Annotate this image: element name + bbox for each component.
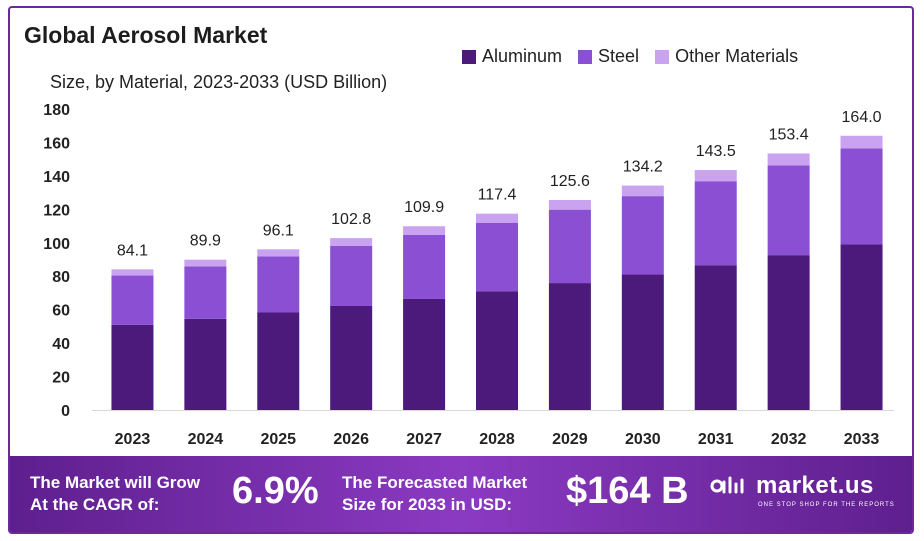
bar-aluminum xyxy=(476,291,518,410)
bar-steel xyxy=(548,209,591,284)
bar-steel xyxy=(621,196,664,275)
bar-total-label: 164.0 xyxy=(842,109,882,126)
bar-steel xyxy=(840,148,883,245)
y-tick-label: 160 xyxy=(43,135,70,152)
forecast-label: The Forecasted Market Size for 2033 in U… xyxy=(342,472,527,516)
bar-other xyxy=(476,213,518,223)
legend-item-other: Other Materials xyxy=(655,46,798,67)
x-tick-label: 2027 xyxy=(406,431,442,448)
bar-aluminum xyxy=(330,305,373,410)
legend-swatch-aluminum xyxy=(462,49,476,64)
x-tick-label: 2026 xyxy=(333,431,369,448)
y-tick-label: 120 xyxy=(43,202,70,219)
legend-swatch-steel xyxy=(578,49,593,64)
y-tick-label: 180 xyxy=(43,102,70,119)
forecast-value: $164 B xyxy=(566,470,689,512)
x-tick-label: 2032 xyxy=(771,431,807,448)
bar-aluminum xyxy=(403,298,446,410)
y-tick-label: 80 xyxy=(52,269,70,286)
bar-total-label: 109.9 xyxy=(404,199,444,216)
chart-title: Global Aerosol Market xyxy=(24,22,268,48)
bar-total-label: 84.1 xyxy=(117,242,148,259)
bar-steel xyxy=(694,181,737,266)
chart-subtitle: Size, by Material, 2023-2033 (USD Billio… xyxy=(50,72,388,92)
bar-aluminum xyxy=(621,274,664,410)
bar-steel xyxy=(476,222,518,292)
bar-steel xyxy=(403,234,446,299)
bar-aluminum xyxy=(840,244,883,410)
x-tick-label: 2025 xyxy=(260,431,296,448)
bar-other xyxy=(403,226,446,235)
chart-legend: Aluminum Steel Other Materials xyxy=(462,46,814,67)
x-tick-label: 2033 xyxy=(844,431,880,448)
bar-other xyxy=(694,170,737,182)
y-tick-label: 40 xyxy=(52,336,70,353)
chart-frame: Global Aerosol Market Size, by Material,… xyxy=(8,6,914,534)
bar-steel xyxy=(330,245,373,306)
market-us-logo: market.us ONE STOP SHOP FOR THE REPORTS xyxy=(710,472,894,508)
legend-label-steel: Steel xyxy=(598,46,640,66)
bar-steel xyxy=(257,256,300,313)
bar-total-label: 143.5 xyxy=(696,143,736,160)
y-tick-label: 0 xyxy=(61,403,70,420)
summary-banner: The Market will Grow At the CAGR of: 6.9… xyxy=(10,456,912,532)
bar-aluminum xyxy=(767,255,810,410)
logo-text: market.us xyxy=(756,472,874,499)
bar-other xyxy=(767,153,810,166)
market-us-logo-icon xyxy=(710,476,744,494)
x-tick-label: 2023 xyxy=(115,431,151,448)
bar-aluminum xyxy=(694,265,737,410)
bar-other xyxy=(257,249,300,257)
cagr-label: The Market will Grow At the CAGR of: xyxy=(30,472,200,516)
legend-swatch-other xyxy=(655,49,670,64)
logo-tagline: ONE STOP SHOP FOR THE REPORTS xyxy=(758,502,895,508)
bar-other xyxy=(840,135,883,149)
bar-steel xyxy=(184,266,227,319)
bar-aluminum xyxy=(184,318,227,410)
x-tick-label: 2024 xyxy=(188,431,224,448)
legend-item-steel: Steel xyxy=(578,46,639,67)
bar-other xyxy=(330,238,373,246)
bar-total-label: 89.9 xyxy=(190,233,221,250)
bar-total-label: 117.4 xyxy=(478,187,517,204)
cagr-label-line-1: The Market will Grow xyxy=(30,473,201,492)
bar-other xyxy=(621,185,664,197)
bar-total-label: 153.4 xyxy=(769,126,809,143)
legend-item-aluminum: Aluminum xyxy=(462,46,562,67)
y-tick-label: 140 xyxy=(43,169,70,186)
forecast-label-line-2: Size for 2033 in USD: xyxy=(342,495,513,514)
cagr-label-line-2: At the CAGR of: xyxy=(30,495,160,514)
forecast-label-line-1: The Forecasted Market xyxy=(342,473,528,492)
legend-label-aluminum: Aluminum xyxy=(482,46,563,66)
bar-total-label: 134.2 xyxy=(623,159,663,176)
y-tick-label: 60 xyxy=(52,303,70,320)
x-tick-label: 2029 xyxy=(552,431,588,448)
bar-total-label: 102.8 xyxy=(331,211,371,228)
x-tick-label: 2031 xyxy=(698,431,734,448)
bar-total-label: 96.1 xyxy=(263,222,294,239)
bar-other xyxy=(548,199,591,210)
bar-steel xyxy=(111,275,154,325)
bar-other xyxy=(184,259,227,267)
x-tick-label: 2028 xyxy=(479,431,515,448)
bar-aluminum xyxy=(257,312,300,410)
bar-other xyxy=(111,269,154,276)
y-tick-label: 20 xyxy=(52,370,70,387)
bar-aluminum xyxy=(548,283,591,410)
legend-label-other: Other Materials xyxy=(675,46,799,66)
x-tick-label: 2030 xyxy=(625,431,661,448)
cagr-value: 6.9% xyxy=(232,470,319,512)
bar-steel xyxy=(767,165,810,256)
bar-aluminum xyxy=(111,324,154,410)
stacked-bar-chart: 0 20 40 60 80 100 120 140 160 180 84.1 2023 89.9 2024… xyxy=(43,102,894,448)
bar-total-label: 125.6 xyxy=(550,173,590,190)
y-tick-label: 100 xyxy=(43,236,70,253)
